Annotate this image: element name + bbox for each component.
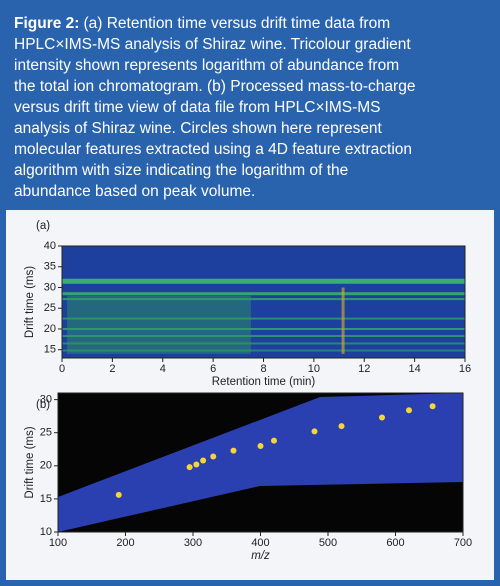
y-tick-label: 30	[40, 394, 52, 406]
feature-point	[406, 407, 412, 414]
feature-point	[200, 457, 207, 464]
x-tick-label: 0	[59, 363, 65, 375]
x-tick-label: 400	[251, 537, 269, 549]
y-tick-label: 25	[44, 302, 56, 314]
x-axis-label: m/z	[251, 550, 270, 562]
heatmap-band	[62, 292, 465, 296]
x-tick-label: 500	[319, 537, 337, 549]
caption-line: HPLC×IMS-MS analysis of Shiraz wine. Tri…	[14, 36, 411, 53]
y-axis-label: Drift time (ms)	[24, 266, 36, 338]
chart: (a) 0 2 4 6 8 10 12 14 16 15 20 25 30 35 40 Retention ti…	[24, 220, 471, 388]
heatmap-cluster	[67, 295, 251, 354]
feature-point	[338, 423, 345, 430]
y-tick-label: 35	[44, 261, 56, 273]
x-tick-label: 2	[109, 363, 115, 375]
feature-point	[115, 491, 122, 498]
heatmap-streak	[341, 287, 345, 354]
y-tick-label: 20	[44, 323, 56, 335]
heatmap-band	[62, 342, 465, 345]
caption-line: molecular features extracted using a 4D …	[14, 141, 412, 158]
y-tick-label: 30	[44, 281, 56, 293]
heatmap-band	[62, 349, 465, 352]
heatmap-band	[62, 327, 465, 330]
panel-label: (a)	[36, 220, 50, 232]
feature-point	[429, 403, 436, 410]
feature-point	[271, 437, 277, 444]
y-axis-label: Drift time (ms)	[24, 426, 36, 498]
x-axis-label: Retention time (min)	[212, 376, 316, 388]
x-tick-label: 14	[409, 363, 421, 375]
panel-label: (b)	[36, 399, 50, 411]
heatmap-band	[62, 335, 465, 338]
x-tick-label: 6	[210, 363, 216, 375]
heatmap-background	[62, 246, 465, 358]
x-tick-label: 300	[184, 537, 202, 549]
caption-label: Figure 2:	[14, 15, 79, 32]
x-tick-label: 100	[49, 537, 67, 549]
y-tick-label: 15	[40, 493, 52, 505]
caption-text: (a) Retention time versus drift time dat…	[83, 15, 390, 32]
caption-line: versus drift time view of data file from…	[14, 99, 381, 116]
caption-line: algorithm with size indicating the logar…	[14, 162, 348, 179]
chart: (b) 100 200 300 400 500 600 700 10 15 20 25 30 m/z Dri…	[24, 392, 472, 562]
caption-line: the total ion chromatogram. (b) Processe…	[14, 78, 415, 95]
feature-point	[257, 442, 264, 449]
caption-line: intensity shown represents logarithm of …	[14, 57, 399, 74]
feature-point	[210, 453, 217, 460]
x-tick-label: 10	[308, 363, 320, 375]
x-tick-label: 8	[260, 363, 266, 375]
x-tick-label: 700	[454, 537, 472, 549]
heatmap-band	[62, 298, 465, 301]
x-tick-label: 4	[160, 363, 166, 375]
data-region	[58, 393, 463, 532]
caption-line: abundance based on peak volume.	[14, 183, 255, 200]
y-tick-label: 15	[44, 344, 56, 356]
y-tick-label: 20	[40, 460, 52, 472]
y-tick-label: 10	[40, 526, 52, 538]
y-tick-label: 40	[44, 240, 56, 252]
feature-point	[379, 414, 385, 421]
heatmap-band	[62, 278, 465, 284]
feature-point	[230, 447, 237, 454]
x-tick-label: 12	[358, 363, 370, 375]
x-tick-label: 16	[459, 363, 471, 375]
y-tick-label: 25	[40, 427, 52, 439]
x-tick-label: 600	[386, 537, 404, 549]
caption: Figure 2: (a) Retention time versus drift…	[14, 15, 415, 200]
feature-point	[311, 428, 318, 435]
feature-point	[193, 461, 200, 468]
feature-point	[186, 464, 193, 471]
caption-line: Figure 2: (a) Retention time versus drift…	[14, 15, 390, 32]
caption-line: analysis of Shiraz wine. Circles shown h…	[14, 120, 383, 137]
plots: (a) 0 2 4 6 8 10 12 14 16 15 20 25 30 35 40 Retention ti…	[24, 220, 472, 562]
heatmap-band	[62, 317, 465, 320]
x-tick-label: 200	[116, 537, 134, 549]
